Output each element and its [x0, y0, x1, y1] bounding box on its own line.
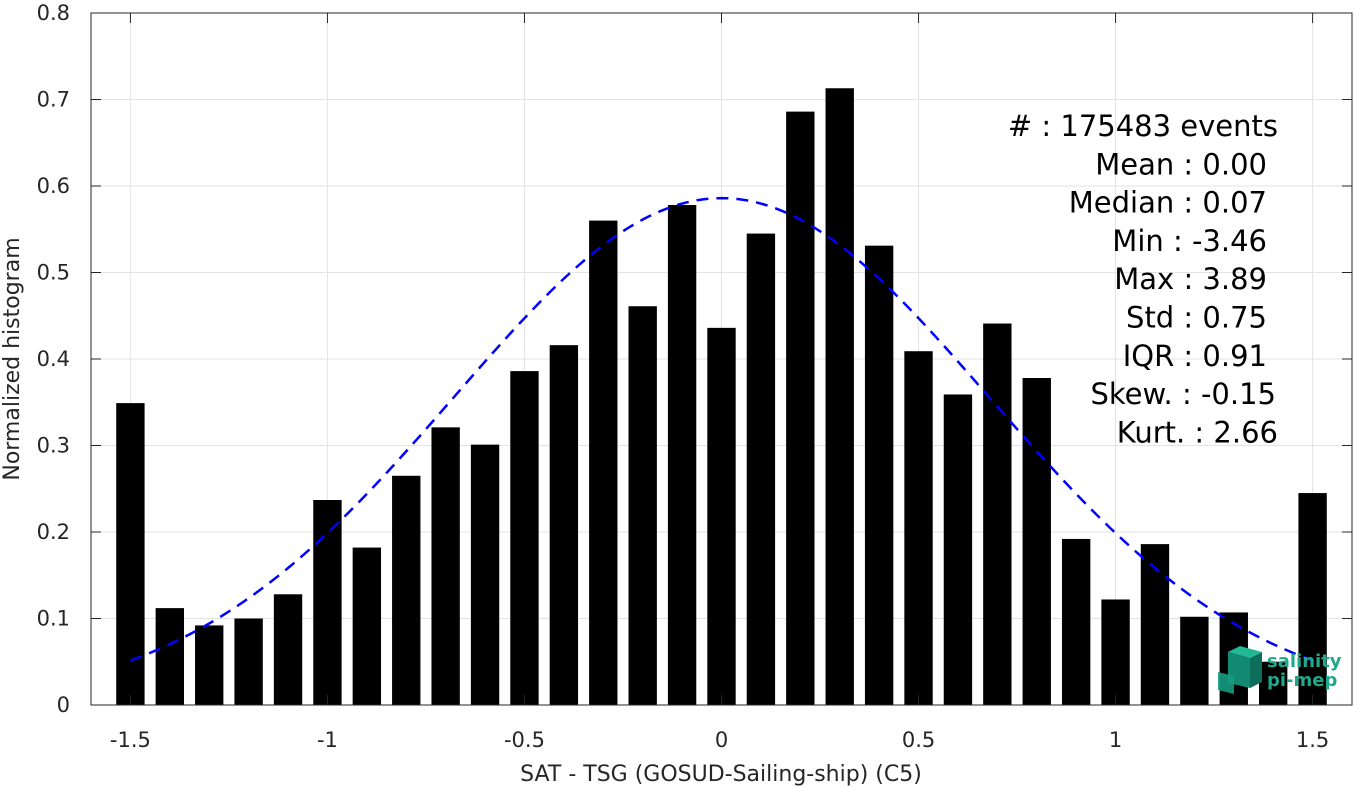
y-tick-label: 0.1: [37, 607, 70, 631]
statistics-line: # : 175483 events: [1008, 109, 1278, 143]
histogram-bar: [1180, 616, 1209, 705]
axis-ticks: [91, 12, 1352, 706]
statistics-line: Mean : 0.00: [1095, 147, 1267, 181]
histogram-bar: [155, 608, 184, 705]
histogram-bar: [589, 220, 618, 705]
histogram-bar: [392, 475, 421, 705]
histogram-bar: [470, 444, 500, 705]
histogram-bar: [431, 427, 460, 705]
histogram-bar: [707, 327, 736, 705]
histogram-bar: [195, 625, 224, 705]
histogram-bar: [273, 594, 303, 705]
x-tick-label: -1.5: [110, 728, 151, 752]
logo-line1: salinity: [1267, 651, 1342, 672]
logo-cube-icon: [1218, 646, 1262, 694]
statistics-line: Std : 0.75: [1126, 301, 1267, 335]
histogram-bar: [628, 306, 657, 705]
y-tick-label: 0.2: [37, 520, 70, 544]
x-axis-tick-labels: -1.5 -1 -0.5 0 0.5 1 1.5: [110, 728, 1329, 752]
x-tick-label: -0.5: [504, 728, 545, 752]
gaussian-fit-curve: [129, 196, 1314, 662]
x-tick-label: 1.5: [1296, 728, 1329, 752]
y-axis-tick-labels: 0 0.1 0.2 0.3 0.4 0.5 0.6 0.7 0.8: [37, 1, 70, 717]
histogram-bar: [943, 394, 973, 705]
x-axis-title: SAT - TSG (GOSUD-Sailing-ship) (C5): [520, 762, 922, 787]
statistics-line: IQR : 0.91: [1123, 339, 1267, 373]
statistics-line: Kurt. : 2.66: [1117, 415, 1278, 449]
histogram-bar: [116, 403, 145, 705]
y-tick-label: 0.7: [37, 88, 70, 112]
histogram-bar: [825, 88, 854, 705]
histogram-bar: [549, 345, 579, 705]
y-tick-label: 0.5: [37, 261, 70, 285]
statistics-line: Max : 3.89: [1114, 262, 1267, 296]
histogram-bars: [116, 88, 1327, 706]
grid-lines: [91, 12, 1352, 706]
histogram-bar: [983, 323, 1012, 705]
x-tick-label: 0: [715, 728, 728, 752]
histogram-bar: [864, 245, 894, 705]
x-tick-label: 1: [1109, 728, 1122, 752]
histogram-bar: [313, 499, 342, 705]
x-tick-label: -1: [317, 728, 338, 752]
statistics-line: Skew. : -0.15: [1090, 377, 1276, 411]
y-axis-title: Normalized histogram: [0, 237, 25, 480]
y-tick-label: 0.4: [37, 347, 70, 371]
statistics-line: Median : 0.07: [1069, 186, 1267, 220]
histogram-bar: [746, 233, 776, 705]
statistics-annotation: # : 175483 events Mean : 0.00 Median : 0.0…: [1008, 109, 1278, 449]
y-tick-label: 0.8: [37, 1, 70, 25]
histogram-bar: [1140, 544, 1170, 705]
y-tick-label: 0.3: [37, 434, 70, 458]
histogram-bar: [1298, 493, 1327, 705]
histogram-bar: [1061, 538, 1091, 705]
statistics-line: Min : -3.46: [1112, 224, 1267, 258]
y-tick-label: 0: [57, 693, 70, 717]
histogram-bar: [1101, 599, 1130, 705]
histogram-bar: [1022, 378, 1051, 705]
histogram-bar: [786, 111, 815, 706]
logo-line2: pi-mep: [1267, 670, 1337, 691]
histogram-bar: [510, 371, 539, 705]
histogram-bar: [667, 205, 697, 705]
y-tick-label: 0.6: [37, 174, 70, 198]
x-tick-label: 0.5: [902, 728, 935, 752]
salinity-pi-mep-logo: salinity pi-mep: [1218, 646, 1342, 694]
histogram-bar: [352, 547, 382, 705]
histogram-bar: [1259, 661, 1288, 705]
histogram-bar: [904, 351, 933, 705]
histogram-bar: [234, 618, 263, 705]
